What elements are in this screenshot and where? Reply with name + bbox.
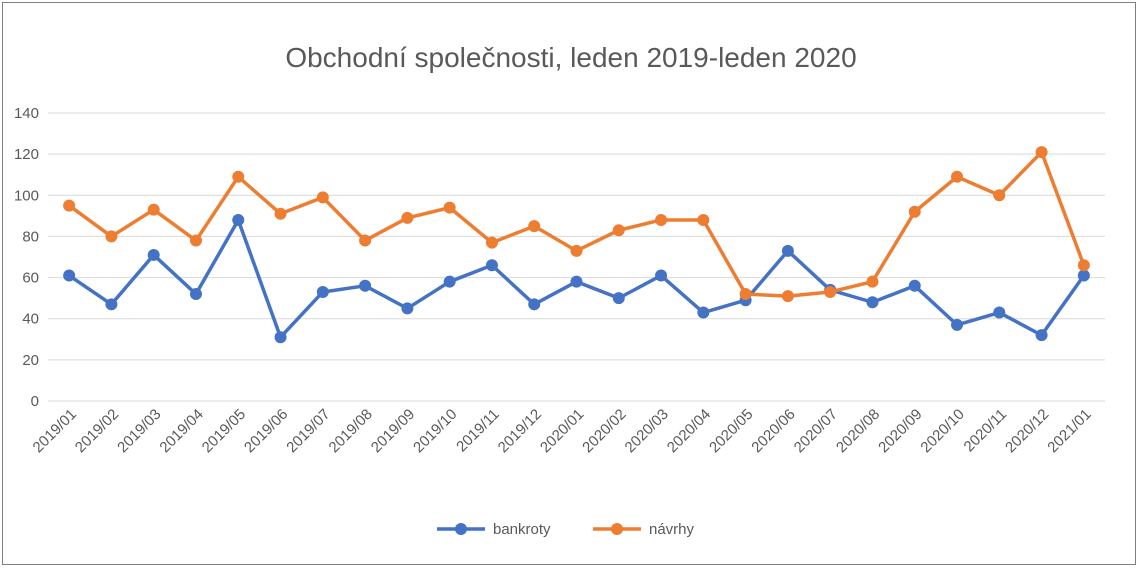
data-point: [993, 189, 1006, 202]
legend-marker: [455, 523, 467, 535]
x-tick-label: 2020/04: [664, 406, 714, 456]
legend-marker: [611, 523, 623, 535]
data-point: [739, 288, 752, 301]
data-point: [316, 285, 329, 298]
legend-item: návrhy: [593, 521, 695, 538]
data-point: [63, 269, 76, 282]
y-tick-label: 140: [14, 105, 39, 122]
x-tick-label: 2020/07: [791, 406, 841, 456]
data-point: [147, 248, 160, 261]
data-point: [570, 275, 583, 288]
y-tick-label: 120: [14, 146, 39, 163]
data-point: [443, 201, 456, 214]
data-point: [570, 244, 583, 257]
x-tick-label: 2019/01: [30, 406, 80, 456]
data-point: [274, 207, 287, 220]
legend-label: bankroty: [493, 521, 551, 538]
data-point: [1077, 259, 1090, 272]
x-axis-ticks: 2019/012019/022019/032019/042019/052019/…: [30, 406, 1095, 456]
series-line: [68, 150, 1086, 298]
data-point: [316, 191, 329, 204]
data-point: [781, 290, 794, 303]
data-point: [105, 298, 118, 311]
data-point: [401, 302, 414, 315]
y-tick-label: 20: [22, 352, 39, 369]
x-tick-label: 2020/09: [875, 406, 925, 456]
data-point: [401, 211, 414, 224]
x-tick-label: 2019/10: [410, 406, 460, 456]
x-tick-label: 2019/09: [368, 406, 418, 456]
data-point: [866, 296, 879, 309]
data-point: [232, 213, 245, 226]
data-point: [232, 170, 245, 183]
x-tick-label: 2019/07: [283, 406, 333, 456]
series-bankroty: [63, 213, 1090, 344]
series-navrhy: [63, 146, 1090, 303]
series-layer: [63, 146, 1090, 344]
chart-title: Obchodní společnosti, leden 2019-leden 2…: [285, 42, 856, 73]
x-tick-label: 2019/02: [72, 406, 122, 456]
data-point: [655, 213, 668, 226]
x-tick-label: 2019/12: [495, 406, 545, 456]
x-tick-label: 2019/06: [241, 406, 291, 456]
legend-item: bankroty: [437, 521, 551, 538]
data-point: [528, 298, 541, 311]
data-point: [189, 288, 202, 301]
legend-label: návrhy: [649, 521, 695, 538]
y-tick-label: 60: [22, 270, 39, 287]
data-point: [1035, 329, 1048, 342]
line-chart: Obchodní společnosti, leden 2019-leden 2…: [14, 42, 1105, 538]
data-point: [147, 203, 160, 216]
x-tick-label: 2019/03: [114, 406, 164, 456]
y-axis-ticks: 0 20 40 60 80 100 120 140: [14, 105, 39, 410]
data-point: [697, 306, 710, 319]
data-point: [443, 275, 456, 288]
x-tick-label: 2020/01: [537, 406, 587, 456]
x-tick-label: 2021/01: [1044, 406, 1094, 456]
data-point: [951, 318, 964, 331]
x-tick-label: 2019/08: [326, 406, 376, 456]
gridlines: [48, 112, 1105, 402]
x-tick-label: 2020/10: [917, 406, 967, 456]
data-point: [612, 224, 625, 237]
x-tick-label: 2020/06: [748, 406, 798, 456]
data-point: [655, 269, 668, 282]
x-tick-label: 2020/05: [706, 406, 756, 456]
data-point: [63, 199, 76, 212]
data-point: [993, 306, 1006, 319]
data-point: [908, 205, 921, 218]
x-tick-label: 2020/12: [1002, 406, 1052, 456]
data-point: [485, 236, 498, 249]
x-tick-label: 2019/05: [199, 406, 249, 456]
data-point: [105, 230, 118, 243]
data-point: [824, 285, 837, 298]
legend: bankroty návrhy: [437, 521, 695, 538]
x-tick-label: 2019/11: [453, 406, 503, 456]
x-tick-label: 2020/03: [622, 406, 672, 456]
data-point: [189, 234, 202, 247]
data-point: [359, 234, 372, 247]
y-tick-label: 100: [14, 187, 39, 204]
x-tick-label: 2019/04: [156, 406, 206, 456]
data-point: [1035, 146, 1048, 159]
y-tick-label: 40: [22, 311, 39, 328]
data-point: [866, 275, 879, 288]
data-point: [781, 244, 794, 257]
data-point: [1077, 269, 1090, 282]
data-point: [528, 220, 541, 233]
data-point: [485, 259, 498, 272]
data-point: [908, 279, 921, 292]
x-tick-label: 2020/08: [833, 406, 883, 456]
y-tick-label: 80: [22, 228, 39, 245]
data-point: [697, 213, 710, 226]
x-tick-label: 2020/11: [961, 406, 1011, 456]
y-tick-label: 0: [31, 393, 39, 410]
data-point: [359, 279, 372, 292]
data-point: [951, 170, 964, 183]
data-point: [274, 331, 287, 344]
x-tick-label: 2020/02: [579, 406, 629, 456]
data-point: [612, 292, 625, 305]
